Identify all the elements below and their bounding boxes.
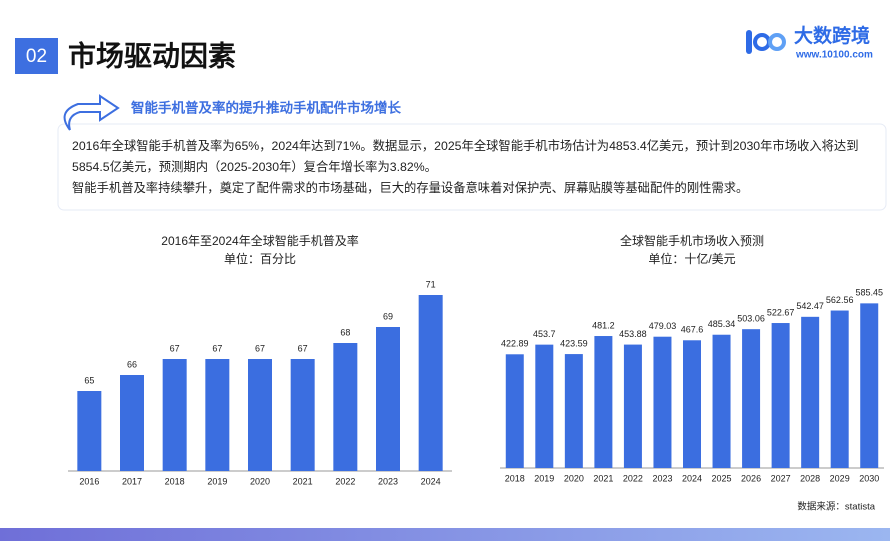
x-tick-label: 2020 [564,473,584,483]
bar [120,375,144,471]
bar [535,344,554,468]
x-tick-label: 2023 [378,476,398,486]
bar [623,344,642,468]
paragraphs: 2016年全球智能手机普及率为65%，2024年达到71%。数据显示，2025年… [72,136,886,199]
bar [162,359,187,471]
number-box [15,38,58,74]
data-label: 422.89 [501,339,529,349]
bar [505,354,524,468]
data-label: 67 [212,343,222,353]
x-tick-label: 2027 [771,473,791,483]
x-tick-label: 2020 [250,476,270,486]
bar [290,359,315,471]
bar [742,329,761,468]
x-tick-label: 2025 [712,473,732,483]
bar [564,354,583,468]
bar [830,310,849,468]
data-label: 68 [340,327,350,337]
logo-text: 大数跨境 [794,24,870,47]
footer-strip [0,528,890,541]
x-tick-label: 2017 [122,476,142,486]
chart-title: 2016年至2024年全球智能手机普及率 [161,233,358,248]
x-tick-label: 2023 [652,473,672,483]
source: 数据来源：statista [797,501,875,513]
data-label: 453.7 [533,329,556,339]
bar [594,336,613,468]
page-title: 市场驱动因素 [68,39,236,71]
data-label: 503.06 [737,314,765,324]
x-tick-label: 2019 [207,476,227,486]
chart-subtitle: 单位：十亿/美元 [648,251,735,266]
x-tick-label: 2016 [79,476,99,486]
x-tick-label: 2018 [165,476,185,486]
x-tick-label: 2021 [293,476,313,486]
x-tick-label: 2030 [859,473,879,483]
chart-title: 全球智能手机市场收入预测 [620,233,764,248]
data-label: 65 [84,375,94,385]
bar [77,391,102,471]
data-label: 585.45 [855,288,883,298]
bar [683,340,701,468]
data-label: 542.47 [796,301,824,311]
chart-subtitle: 单位：百分比 [224,251,296,266]
paragraph: 智能手机普及率持续攀升，奠定了配件需求的市场基础，巨大的存量设备意味着对保护壳、… [72,181,749,195]
section-number: 02 [26,46,47,67]
x-tick-label: 2021 [593,473,613,483]
bar [333,343,358,471]
x-tick-label: 2022 [335,476,355,486]
logo-icon [746,30,786,54]
section-subtitle: 智能手机普及率的提升推动手机配件市场增长 [131,100,401,116]
bar [376,327,400,471]
data-label: 467.6 [681,325,704,335]
x-tick-label: 2024 [421,476,441,486]
bar [801,316,820,468]
data-label: 485.34 [708,319,736,329]
bar [205,359,230,471]
data-label: 67 [298,343,308,353]
x-tick-label: 2024 [682,473,702,483]
data-label: 522.67 [767,307,795,317]
arrow-icon [63,94,120,131]
paragraph: 2016年全球智能手机普及率为65%，2024年达到71%。数据显示，2025年… [72,139,859,174]
bar [860,303,879,468]
data-label: 453.88 [619,329,647,339]
x-tick-label: 2019 [534,473,554,483]
logo-website: www.10100.com [795,50,873,61]
bar [712,334,731,468]
x-tick-label: 2022 [623,473,643,483]
text-box [57,123,887,211]
x-tick-label: 2028 [800,473,820,483]
data-label: 69 [383,311,393,321]
data-label: 481.2 [592,320,615,330]
data-label: 66 [127,359,137,369]
bar [418,295,443,471]
bar [653,336,672,468]
x-tick-label: 2018 [505,473,525,483]
data-label: 67 [255,343,265,353]
data-label: 562.56 [826,295,854,305]
data-label: 71 [426,279,436,289]
data-label: 67 [170,343,180,353]
x-tick-label: 2026 [741,473,761,483]
data-label: 479.03 [649,321,677,331]
bar [248,359,272,471]
bar [771,323,790,468]
x-tick-label: 2029 [830,473,850,483]
data-label: 423.59 [560,338,588,348]
